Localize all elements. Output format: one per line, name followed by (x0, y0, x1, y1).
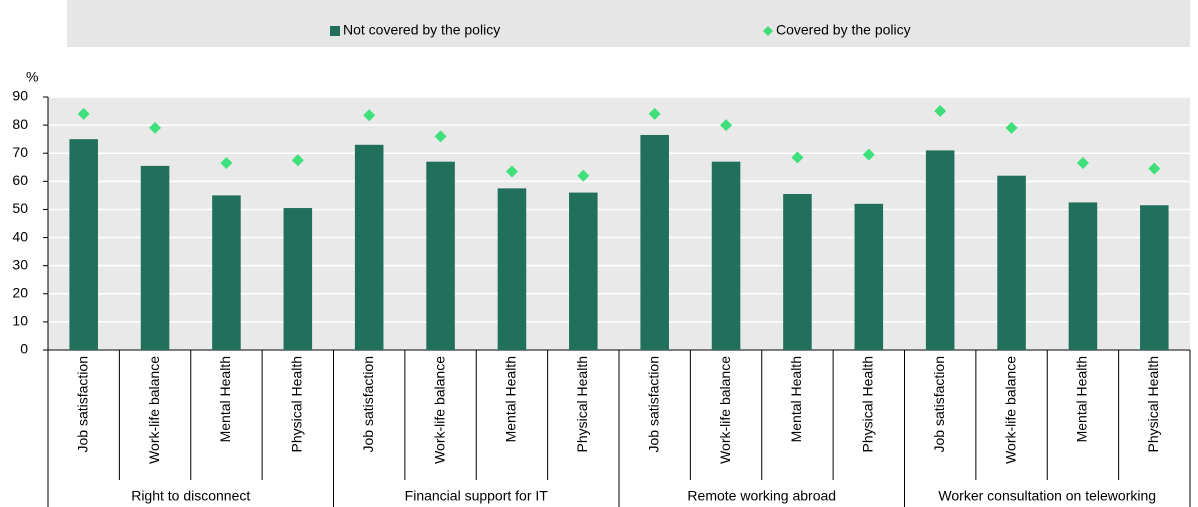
x-tick-label: Physical Health (289, 356, 305, 453)
bar (140, 165, 170, 350)
y-axis-label: % (26, 69, 38, 85)
group-label: Financial support for IT (405, 488, 549, 504)
y-tick-label: 40 (12, 228, 28, 244)
diamond-marker (577, 169, 590, 182)
x-tick-label: Job satisfaction (74, 356, 90, 453)
y-tick-label: 70 (12, 144, 28, 160)
bar (354, 144, 384, 350)
diamond-marker (363, 109, 376, 122)
bar (1068, 202, 1098, 350)
bar (569, 192, 598, 350)
x-tick-label: Work-life balance (146, 356, 162, 464)
group-label: Worker consultation on teleworking (938, 488, 1156, 504)
y-tick-label: 10 (12, 313, 28, 329)
diamond-marker (434, 130, 447, 143)
legend-label: Covered by the policy (776, 22, 911, 38)
x-tick-label: Mental Health (788, 356, 804, 442)
bar (783, 193, 812, 350)
y-tick-label: 90 (12, 88, 28, 104)
legend-marker (763, 26, 773, 36)
bar (854, 203, 884, 350)
group-label: Right to disconnect (131, 488, 250, 504)
x-tick-label: Job satisfaction (360, 356, 376, 453)
diamond-marker (149, 121, 162, 134)
x-tick-label: Physical Health (1145, 356, 1161, 453)
bar (283, 208, 313, 350)
diamond-marker (1148, 162, 1161, 175)
y-tick-label: 20 (12, 284, 28, 300)
diamond-marker (791, 151, 804, 164)
bar (640, 134, 669, 350)
legend-marker (330, 26, 340, 36)
x-tick-label: Mental Health (217, 356, 233, 442)
diamond-marker (291, 154, 304, 167)
diamond-marker (1076, 157, 1089, 170)
y-tick-label: 0 (20, 341, 28, 357)
bar (69, 139, 98, 350)
x-tick-label: Physical Health (860, 356, 876, 453)
y-tick-label: 80 (12, 116, 28, 132)
x-tick-label: Mental Health (1074, 356, 1090, 442)
diamond-marker (862, 148, 875, 161)
x-tick-label: Job satisfaction (645, 356, 661, 453)
x-tick-label: Job satisfaction (931, 356, 947, 453)
y-tick-label: 50 (12, 200, 28, 216)
legend-background (67, 0, 1190, 47)
bar (497, 188, 527, 350)
y-tick-label: 60 (12, 172, 28, 188)
bar (426, 161, 455, 350)
diamond-marker (77, 107, 90, 120)
x-tick-label: Work-life balance (717, 356, 733, 464)
bar (711, 161, 741, 350)
bar (997, 175, 1026, 350)
bar (212, 195, 241, 350)
x-tick-label: Work-life balance (1002, 356, 1018, 464)
diamond-marker (648, 107, 661, 120)
x-tick-label: Work-life balance (431, 356, 447, 464)
bar (925, 150, 955, 350)
legend-label: Not covered by the policy (343, 22, 500, 38)
diamond-marker (505, 165, 518, 178)
diamond-marker (934, 105, 947, 118)
y-tick-label: 30 (12, 256, 28, 272)
x-tick-label: Mental Health (503, 356, 519, 442)
diamond-marker (720, 119, 733, 132)
group-label: Remote working abroad (687, 488, 836, 504)
x-tick-label: Physical Health (574, 356, 590, 453)
diamond-marker (220, 157, 233, 170)
bar (1140, 205, 1169, 350)
diamond-marker (1005, 121, 1018, 134)
